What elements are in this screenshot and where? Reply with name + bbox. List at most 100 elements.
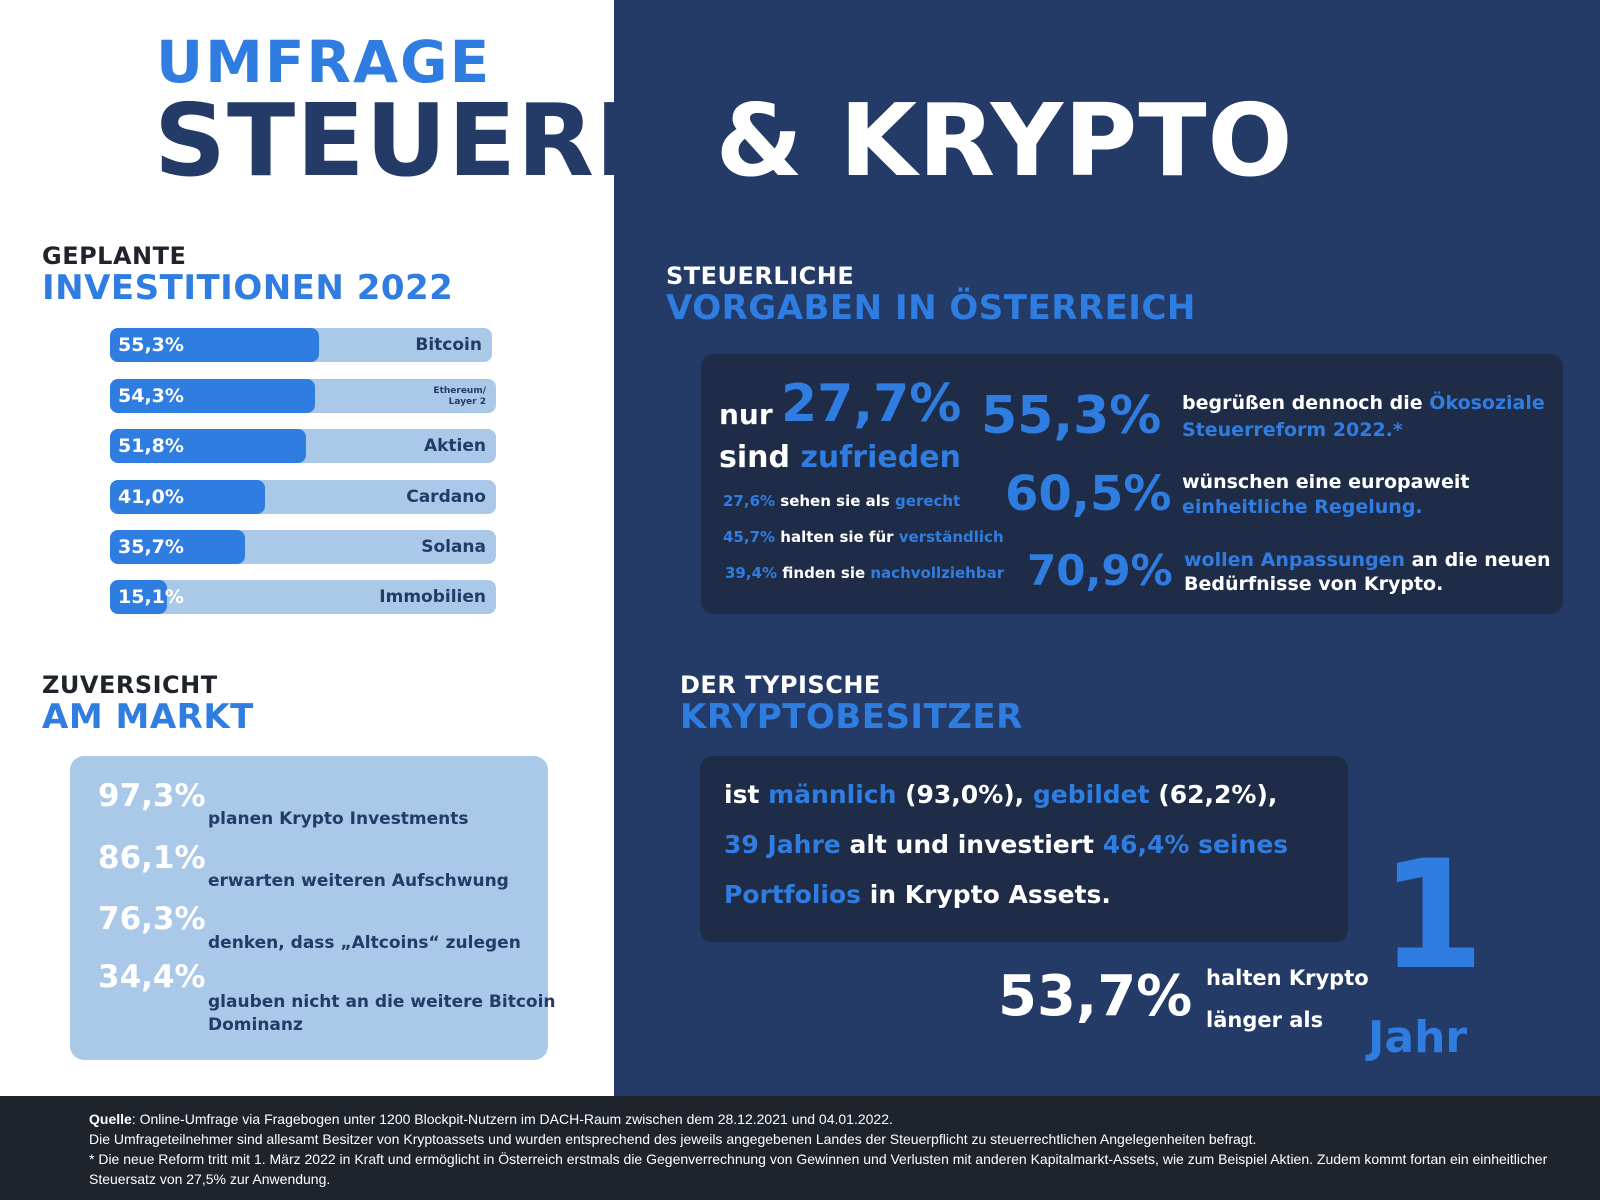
typical-text: (93,0%), [896, 780, 1033, 809]
tax-heading-small: STEUERLICHE [666, 262, 855, 290]
confidence-box: 97,3% planen Krypto Investments 86,1% er… [70, 756, 556, 1060]
bar-value-label: 15,1% [118, 586, 184, 608]
tax-sub-item: 27,6% sehen sie als gerecht [723, 492, 960, 510]
tax-sind: sind [719, 440, 790, 475]
tax-stat-line: einheitliche Regelung. [1182, 496, 1423, 518]
bar-track: 41,0% Cardano [110, 480, 496, 514]
tax-zufrieden: zufrieden [800, 440, 961, 475]
tax-sub-pct: 45,7% [723, 528, 776, 546]
typical-highlight: Portfolios [724, 880, 862, 909]
tax-stat-blue: wollen Anpassungen [1184, 549, 1405, 571]
bar-track: 15,1% Immobilien [110, 580, 496, 614]
typical-text: (62,2%), [1149, 780, 1278, 809]
confidence-pct: 97,3% [98, 778, 206, 814]
typical-text: alt und investiert [840, 830, 1103, 859]
confidence-pct: 76,3% [98, 901, 206, 937]
bar-track: 54,3% Ethereum/ Layer 2 [110, 379, 496, 413]
hold-text-line-1: halten Krypto [1206, 966, 1369, 990]
bar-value-label: 41,0% [118, 486, 184, 508]
tax-heading: VORGABEN IN ÖSTERREICH [666, 288, 1196, 328]
tax-big-pct: 27,7% [781, 374, 962, 434]
typical-line-1: ist männlich (93,0%), gebildet (62,2%), [724, 780, 1277, 809]
hold-one: 1 [1380, 829, 1485, 1003]
title-left: STEUERN [154, 82, 680, 199]
page-title: STEUERN & KRYPTO [154, 86, 1294, 196]
tax-stat-text: begrüßen dennoch die Ökosoziale Steuerre… [1182, 390, 1545, 444]
confidence-text: glauben nicht an die weitere Bitcoin Dom… [208, 992, 556, 1035]
bar-category-label: Solana [421, 537, 486, 557]
typical-heading-small: DER TYPISCHE [680, 671, 881, 699]
bar-category-label: Ethereum/ Layer 2 [433, 386, 486, 408]
tax-nur: nur [719, 398, 773, 431]
tax-sub-pct: 39,4% [725, 564, 778, 582]
tax-stat-line: begrüßen dennoch die Ökosoziale [1182, 390, 1545, 417]
tax-stat-pct: 60,5% [1005, 466, 1172, 522]
tax-sub-text: finden sie [782, 564, 866, 582]
confidence-heading-small: ZUVERSICHT [42, 671, 218, 699]
confidence-text: denken, dass „Altcoins“ zulegen [208, 933, 521, 953]
tax-satisfied-line: sind zufrieden [719, 440, 961, 475]
bar-value-label: 35,7% [118, 536, 184, 558]
typical-highlight: 46,4% seines [1102, 830, 1289, 859]
tax-stat-line: wollen Anpassungen an die neuen [1184, 548, 1551, 572]
bar-category-label-line: Layer 2 [448, 397, 486, 407]
bar-category-label: Immobilien [379, 587, 486, 607]
bar [110, 530, 245, 564]
typical-highlight: gebildet [1032, 780, 1150, 809]
confidence-pct: 86,1% [98, 840, 206, 876]
typical-text: in Krypto Assets. [861, 880, 1111, 909]
tax-sub-text: sehen sie als [780, 492, 890, 510]
footer-line-3: * Die neue Reform tritt mit 1. März 2022… [89, 1151, 1548, 1187]
hold-year: Jahr [1368, 1012, 1468, 1063]
bar [110, 480, 265, 514]
confidence-pct: 34,4% [98, 959, 206, 995]
tax-stat-white: an die neuen [1405, 549, 1551, 571]
footer-source-label: Quelle [89, 1111, 132, 1127]
tax-sub-text: halten sie für [780, 528, 894, 546]
tax-box: nur 27,7% sind zufrieden 27,6% sehen sie… [701, 354, 1563, 614]
typical-heading: KRYPTOBESITZER [680, 697, 1023, 737]
tax-sub-key: verständlich [898, 528, 1004, 546]
footer: Quelle: Online-Umfrage via Fragebogen un… [0, 1096, 1600, 1200]
tax-sub-key: gerecht [895, 492, 961, 510]
tax-sub-item: 39,4% finden sie nachvollziehbar [725, 564, 1004, 582]
title-right: & KRYPTO [715, 82, 1294, 199]
tax-stat-white: begrüßen dennoch die [1182, 392, 1430, 414]
typical-highlight: männlich [768, 780, 897, 809]
typical-line-3: Portfolios in Krypto Assets. [724, 880, 1111, 909]
hold-text-line-2: länger als [1206, 1008, 1324, 1032]
bar-value-label: 51,8% [118, 435, 184, 457]
tax-stat-pct: 55,3% [981, 386, 1162, 446]
investments-heading-small: GEPLANTE [42, 242, 187, 270]
title-kicker: UMFRAGE [156, 28, 492, 96]
tax-stat-blue: Ökosoziale [1429, 392, 1545, 414]
hold-pct: 53,7% [998, 964, 1193, 1029]
confidence-text: planen Krypto Investments [208, 809, 469, 829]
bar-category-label: Bitcoin [415, 335, 482, 355]
typical-text: ist [724, 780, 769, 809]
tax-stat-line: Bedürfnisse von Krypto. [1184, 573, 1444, 595]
bar [110, 429, 306, 463]
tax-stat-pct: 70,9% [1027, 546, 1173, 595]
bar-value-label: 54,3% [118, 385, 184, 407]
bar [110, 580, 168, 614]
footer-line-1: Quelle: Online-Umfrage via Fragebogen un… [89, 1109, 1600, 1129]
tax-sub-item: 45,7% halten sie für verständlich [723, 528, 1004, 546]
typical-line-2: 39 Jahre alt und investiert 46,4% seines [724, 830, 1288, 859]
bar-category-label-line: Ethereum/ [433, 386, 486, 396]
tax-sub-key: nachvollziehbar [870, 564, 1005, 582]
tax-stat-line: wünschen eine europaweit [1182, 471, 1470, 493]
tax-stat-line: Steuerreform 2022.* [1182, 419, 1403, 441]
confidence-heading: AM MARKT [42, 697, 254, 737]
footer-source-text: : Online-Umfrage via Fragebogen unter 12… [131, 1111, 893, 1127]
tax-stat-text: wollen Anpassungen an die neuen Bedürfni… [1184, 548, 1551, 596]
bar-value-label: 55,3% [118, 334, 184, 356]
bar [110, 328, 320, 362]
typical-box: ist männlich (93,0%), gebildet (62,2%), … [700, 756, 1348, 942]
typical-highlight: 39 Jahre [724, 830, 841, 859]
investments-heading: INVESTITIONEN 2022 [42, 268, 454, 308]
bar-track: 55,3% Bitcoin [110, 328, 492, 362]
tax-stat-text: wünschen eine europaweit einheitliche Re… [1182, 470, 1469, 520]
bar [110, 379, 316, 413]
confidence-text: erwarten weiteren Aufschwung [208, 871, 509, 891]
